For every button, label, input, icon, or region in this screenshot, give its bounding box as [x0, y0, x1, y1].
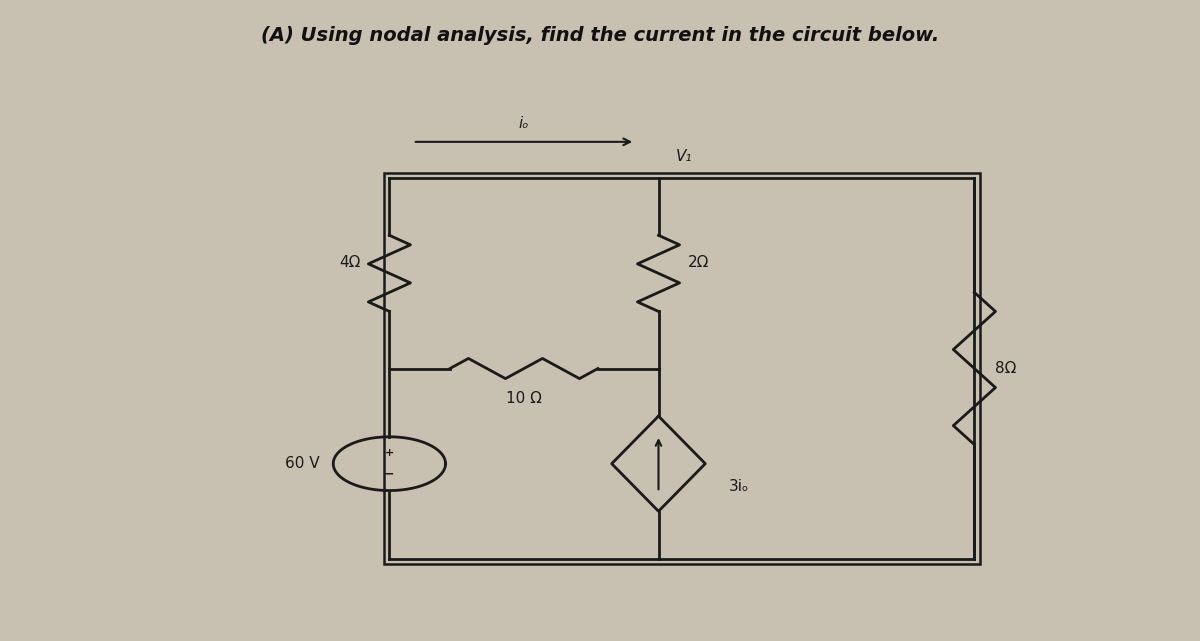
Text: iₒ: iₒ: [518, 115, 529, 131]
Text: (A) Using nodal analysis, find the current in the circuit below.: (A) Using nodal analysis, find the curre…: [260, 26, 940, 45]
Text: 2Ω: 2Ω: [688, 254, 709, 270]
Text: V₁: V₁: [676, 149, 692, 164]
Text: 4Ω: 4Ω: [338, 254, 360, 270]
Text: +: +: [385, 448, 394, 458]
Text: 8Ω: 8Ω: [996, 361, 1016, 376]
Text: 60 V: 60 V: [284, 456, 319, 471]
Text: 10 Ω: 10 Ω: [506, 391, 542, 406]
Text: 3iₒ: 3iₒ: [728, 479, 749, 494]
Text: −: −: [384, 468, 395, 481]
Bar: [384, 172, 980, 565]
